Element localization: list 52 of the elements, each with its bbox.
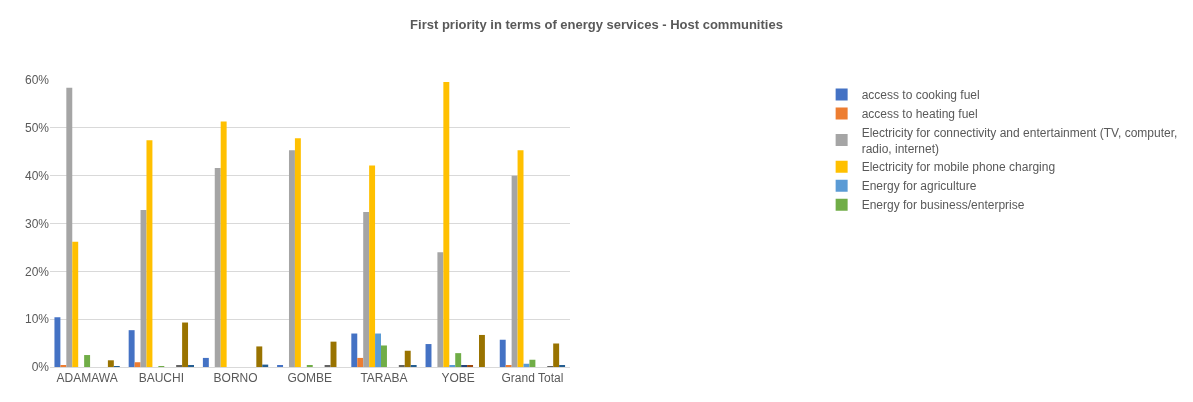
- x-tick-label: BORNO: [213, 371, 258, 386]
- bar: [375, 333, 382, 367]
- x-tick-label: BAUCHI: [138, 371, 184, 386]
- bar: [128, 330, 135, 367]
- bar: [404, 350, 411, 367]
- legend-label: access to cooking fuel: [861, 88, 980, 103]
- bar: [381, 345, 387, 367]
- y-tick-label: 0%: [31, 360, 50, 375]
- bar: [288, 150, 295, 367]
- bar: [294, 138, 301, 367]
- x-tick-label: ADAMAWA: [56, 371, 118, 386]
- bar: [351, 333, 358, 367]
- y-tick-label: 40%: [24, 168, 50, 183]
- bar: [437, 252, 444, 367]
- bar: [72, 241, 79, 367]
- bar: [256, 346, 263, 367]
- bar: [363, 212, 370, 367]
- bar: [553, 343, 560, 367]
- x-tick-label: Grand Total: [501, 371, 564, 386]
- bar: [443, 81, 450, 367]
- y-tick-label: 50%: [24, 121, 50, 136]
- legend-label: Energy for business/enterprise: [861, 198, 1025, 213]
- bar: [84, 355, 91, 367]
- bar: [499, 339, 506, 367]
- bar: [107, 360, 114, 367]
- bar: [54, 317, 61, 367]
- bar: [182, 322, 189, 367]
- y-tick-label: 60%: [24, 73, 50, 88]
- bar: [134, 362, 141, 367]
- legend-label: Electricity for mobile phone charging: [861, 160, 1056, 175]
- bar: [478, 334, 485, 367]
- x-tick-label: TARABA: [360, 371, 408, 386]
- bar: [357, 357, 364, 367]
- bar: [214, 168, 221, 367]
- x-tick-label: YOBE: [441, 371, 475, 386]
- x-tick-label: GOMBE: [287, 371, 333, 386]
- y-tick-label: 10%: [24, 312, 50, 327]
- bar: [517, 150, 524, 367]
- bar: [220, 121, 227, 367]
- bar: [369, 165, 376, 367]
- bar: [202, 357, 209, 367]
- y-tick-label: 20%: [24, 264, 50, 279]
- y-tick-label: 30%: [24, 216, 50, 231]
- bar: [511, 175, 518, 367]
- legend-label: Energy for agriculture: [861, 179, 977, 194]
- legend-label: access to heating fuel: [861, 107, 978, 122]
- bar: [455, 353, 462, 367]
- bar: [529, 359, 536, 367]
- bar: [146, 140, 153, 367]
- legend-label: Electricity for connectivity and entertainment (TV, computer, radio, internet): [861, 125, 1178, 156]
- bar: [66, 87, 73, 367]
- text: First priority in terms of energy services - Host communities: [410, 17, 783, 33]
